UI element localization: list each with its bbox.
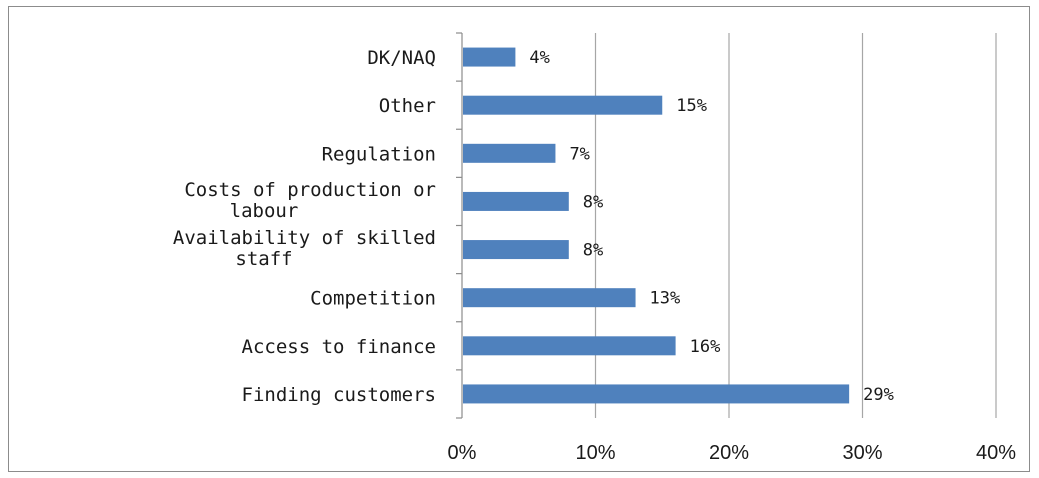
category-label: labour <box>230 200 299 222</box>
data-label: 8% <box>583 192 603 212</box>
x-tick-label: 0% <box>448 442 477 464</box>
category-label: Availability of skilled <box>173 227 436 249</box>
x-tick-label: 10% <box>575 442 615 464</box>
category-label: Competition <box>310 288 436 310</box>
data-label: 7% <box>569 144 589 164</box>
category-label: Costs of production or <box>184 179 436 201</box>
bar <box>463 384 850 404</box>
x-tick-label: 20% <box>709 442 749 464</box>
bar <box>463 47 516 67</box>
data-label: 15% <box>676 96 707 116</box>
data-label: 4% <box>529 48 549 68</box>
category-label: Other <box>379 95 436 117</box>
bar <box>463 240 569 260</box>
bar <box>463 191 569 211</box>
data-label: 13% <box>650 289 681 309</box>
data-label: 8% <box>583 241 603 261</box>
category-label: Finding customers <box>242 384 436 406</box>
data-label: 16% <box>690 337 721 357</box>
bar <box>463 336 676 356</box>
category-label: Access to finance <box>242 336 436 358</box>
bar <box>463 95 663 115</box>
category-label: Regulation <box>322 143 436 165</box>
x-tick-label: 40% <box>976 442 1016 464</box>
category-label: DK/NAQ <box>367 47 436 69</box>
category-label: staff <box>235 248 292 270</box>
bar <box>463 288 636 308</box>
x-tick-label: 30% <box>842 442 882 464</box>
data-label: 29% <box>863 385 894 405</box>
bar <box>463 143 556 163</box>
